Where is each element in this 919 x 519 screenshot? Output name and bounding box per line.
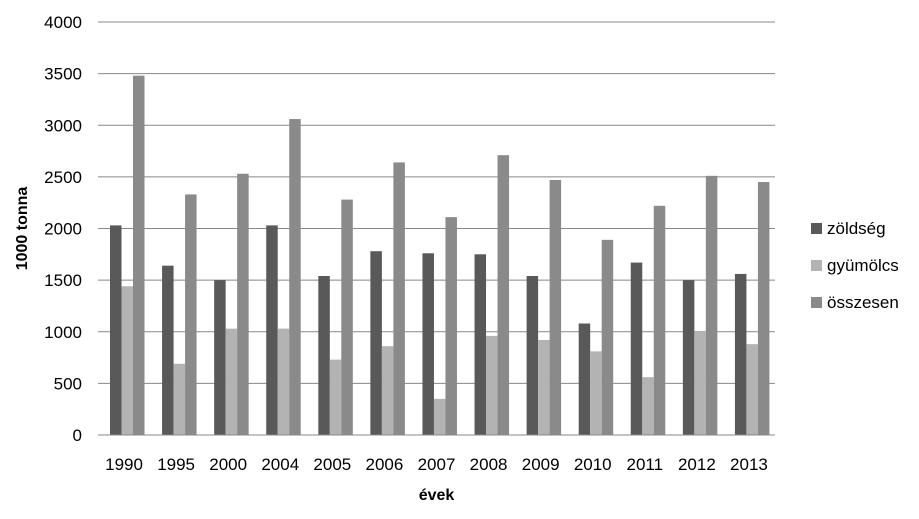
bar-2012-0 bbox=[682, 280, 695, 435]
y-tick-label: 3000 bbox=[44, 116, 82, 135]
legend-swatch-2 bbox=[811, 297, 822, 308]
bar-2008-2 bbox=[497, 155, 510, 435]
bar-1990-1 bbox=[121, 286, 133, 435]
bar-2004-2 bbox=[289, 119, 301, 436]
bar-2010-2 bbox=[601, 239, 614, 435]
x-tick-label: 2013 bbox=[730, 455, 768, 474]
y-tick-label: 2000 bbox=[44, 220, 82, 239]
bar-2000-0 bbox=[214, 280, 226, 435]
bar-2005-2 bbox=[341, 199, 353, 435]
bar-1995-0 bbox=[162, 265, 174, 435]
y-tick-label: 1000 bbox=[44, 323, 82, 342]
y-tick-label: 2500 bbox=[44, 168, 82, 187]
bar-2004-0 bbox=[266, 225, 278, 435]
x-tick-label: 2007 bbox=[418, 455, 456, 474]
bar-2006-2 bbox=[393, 162, 405, 436]
legend-label: összesen bbox=[827, 293, 899, 312]
legend: zöldség gyümölcs összesen bbox=[811, 219, 899, 312]
x-tick-label: 2012 bbox=[678, 455, 716, 474]
y-tick-label: 4000 bbox=[44, 13, 82, 32]
x-tick-label: 2000 bbox=[209, 455, 247, 474]
bar-2007-0 bbox=[422, 253, 434, 435]
bar-2011-2 bbox=[653, 205, 666, 435]
bar-2005-0 bbox=[318, 275, 330, 435]
bar-2008-0 bbox=[474, 254, 487, 435]
x-tick-label: 2011 bbox=[627, 455, 664, 474]
bar-2007-1 bbox=[433, 398, 446, 435]
x-tick-label: 2004 bbox=[261, 455, 299, 474]
bar-2011-0 bbox=[630, 262, 643, 435]
y-tick-label: 1500 bbox=[44, 271, 82, 290]
x-axis-title: évek bbox=[419, 487, 455, 504]
legend-swatch-1 bbox=[811, 260, 822, 271]
x-axis-ticks: 1990 1995 2000 2004 2005 2006 2007 2008 2009 2010… bbox=[105, 455, 768, 474]
gridlines bbox=[98, 21, 775, 384]
bar-2013-1 bbox=[746, 344, 758, 435]
bar-2010-0 bbox=[578, 323, 591, 435]
bar-2000-1 bbox=[225, 328, 238, 435]
bar-1995-2 bbox=[185, 194, 197, 435]
x-tick-label: 2008 bbox=[470, 455, 508, 474]
x-tick-label: 2006 bbox=[366, 455, 404, 474]
x-tick-label: 2010 bbox=[574, 455, 612, 474]
y-axis-ticks: 0 500 1000 1500 2000 2500 3000 3500 4000 bbox=[44, 13, 82, 445]
bar-2011-1 bbox=[642, 377, 654, 435]
y-tick-label: 3500 bbox=[44, 65, 82, 84]
y-tick-label: 500 bbox=[54, 374, 82, 393]
bar-2009-0 bbox=[526, 275, 539, 435]
x-tick-label: 2005 bbox=[313, 455, 351, 474]
legend-label: gyümölcs bbox=[827, 256, 899, 275]
bar-2013-0 bbox=[734, 273, 747, 435]
bar-1995-1 bbox=[173, 363, 186, 435]
bar-2013-2 bbox=[757, 182, 770, 435]
y-axis-title: 1000 tonna bbox=[14, 187, 31, 271]
bar-2012-1 bbox=[694, 331, 706, 435]
bar-2005-1 bbox=[329, 359, 342, 435]
bar-2004-1 bbox=[277, 328, 290, 435]
y-tick-label: 0 bbox=[73, 426, 82, 445]
bar-2009-2 bbox=[549, 179, 562, 435]
x-tick-label: 1995 bbox=[157, 455, 195, 474]
bar-2012-2 bbox=[705, 175, 718, 435]
bars bbox=[110, 75, 770, 436]
bar-2009-1 bbox=[538, 340, 550, 435]
bar-1990-2 bbox=[133, 75, 145, 435]
bar-2006-1 bbox=[381, 346, 394, 435]
bar-2010-1 bbox=[590, 351, 602, 435]
legend-label: zöldség bbox=[827, 219, 886, 238]
x-tick-label: 2009 bbox=[522, 455, 560, 474]
bar-2006-0 bbox=[370, 251, 382, 435]
bar-2007-2 bbox=[445, 217, 457, 435]
bar-1990-0 bbox=[110, 225, 122, 435]
bar-2000-2 bbox=[237, 173, 249, 435]
x-tick-label: 1990 bbox=[105, 455, 143, 474]
legend-swatch-0 bbox=[811, 223, 822, 234]
bar-2008-1 bbox=[486, 335, 498, 435]
